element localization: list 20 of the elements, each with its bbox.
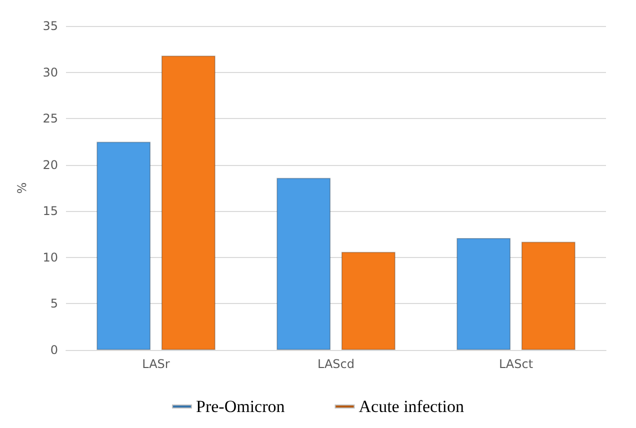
y-axis-title: %: [15, 182, 29, 194]
x-tick-label: LASct: [498, 357, 534, 371]
y-tick-label: 20: [42, 158, 58, 172]
bar: [521, 242, 576, 350]
bar: [96, 142, 151, 350]
x-tick-label: LASr: [142, 357, 170, 371]
y-tick-label: 0: [50, 343, 58, 357]
bar: [161, 56, 216, 350]
y-tick-label: 35: [42, 19, 58, 33]
y-tick-label: 15: [42, 204, 58, 218]
y-tick-label: 30: [42, 65, 58, 80]
y-tick-label: 10: [42, 250, 58, 264]
x-tick-label: LAScd: [317, 357, 355, 371]
y-tick-label: 25: [42, 112, 58, 126]
y-tick-label: 5: [50, 296, 58, 311]
bar: [276, 178, 331, 350]
bar: [341, 252, 396, 350]
bar: [456, 238, 511, 350]
legend-label: Acute infection: [358, 397, 465, 416]
legend-label: Pre-Omicron: [196, 397, 286, 416]
